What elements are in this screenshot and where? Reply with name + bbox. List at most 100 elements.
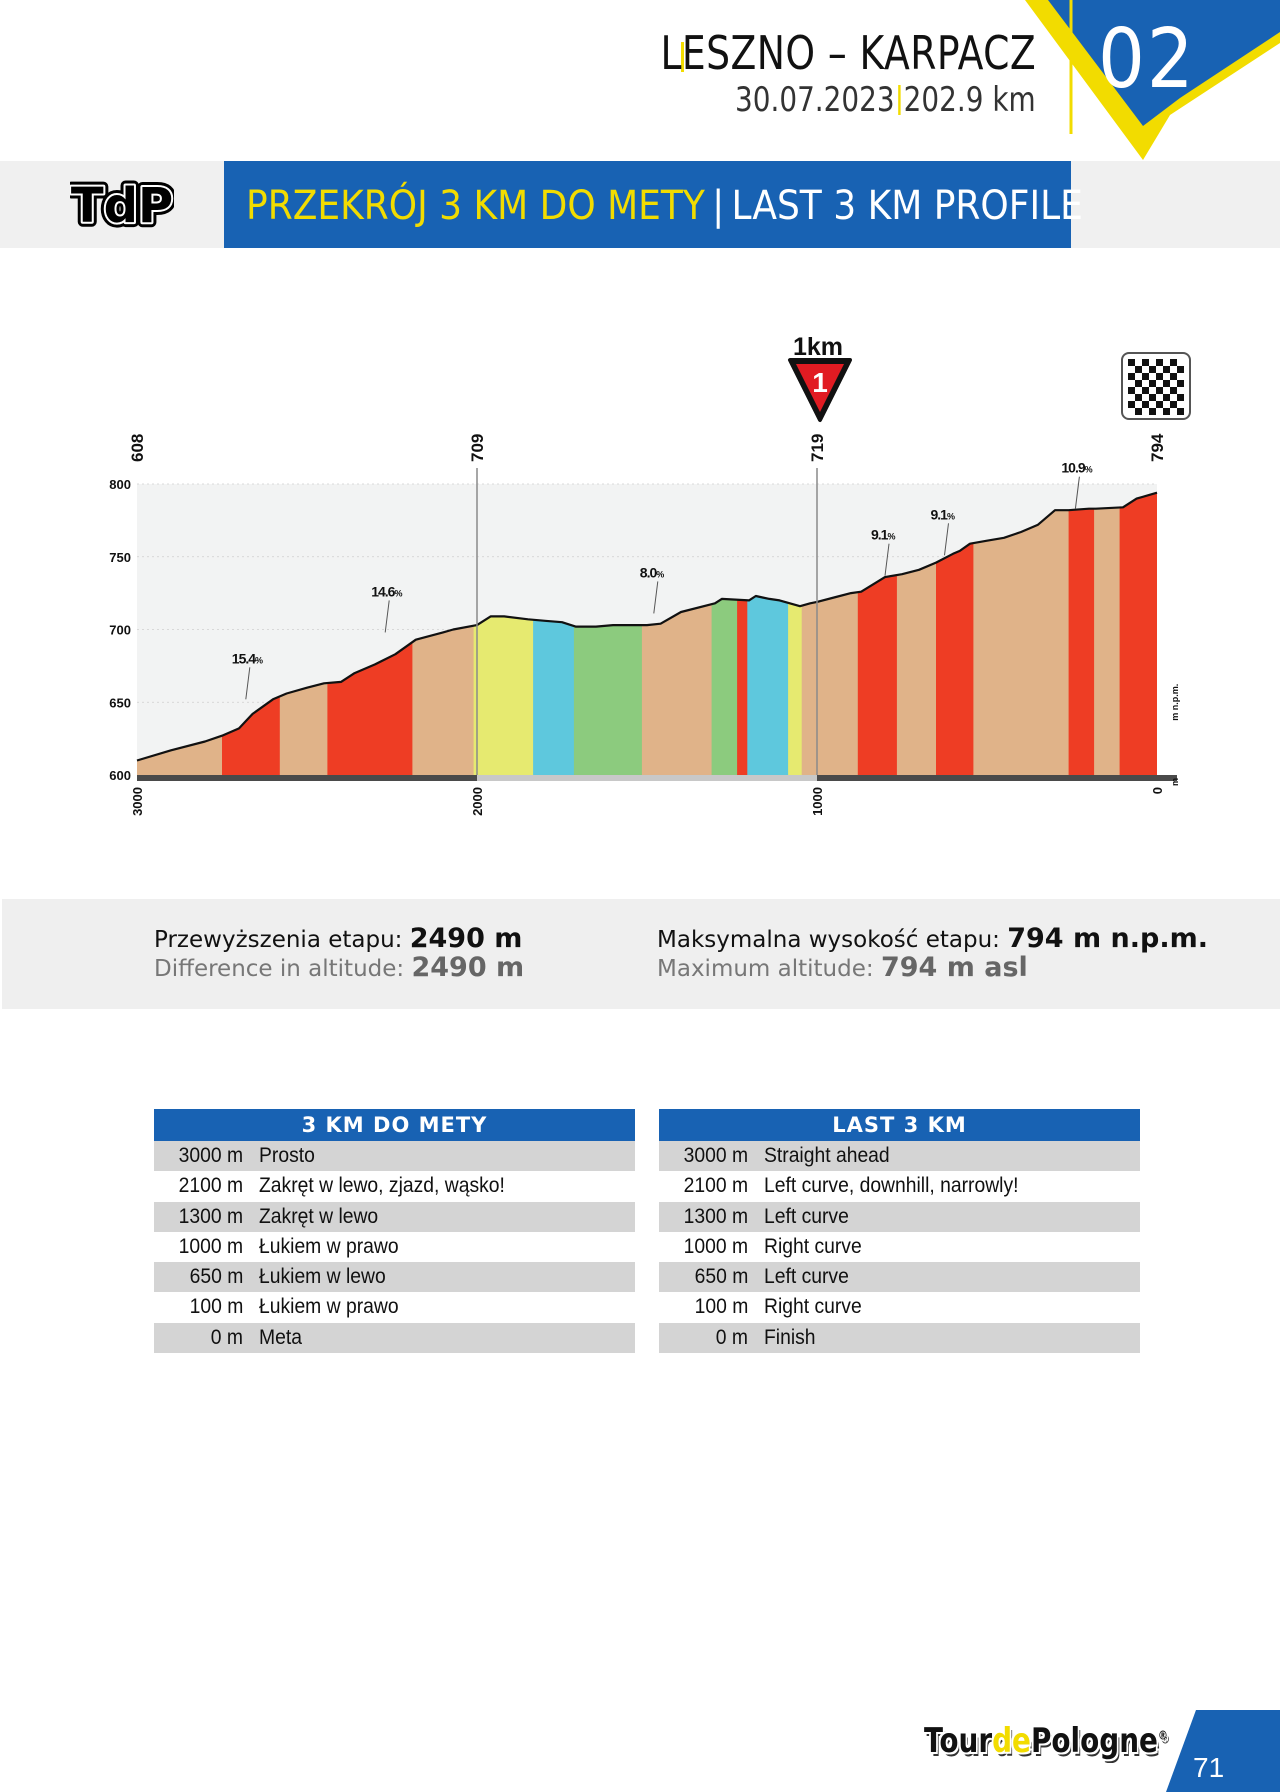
table-pl: 3 KM DO METY 3000 m Prosto 2100 m Zakręt w … [154,1109,635,1354]
row-distance: 0 m [208,1323,243,1353]
finish-flag-square [1142,373,1149,380]
row-description: Meta [259,1323,306,1353]
finish-flag-square [1156,387,1163,394]
altitude-difference-pl: Przewyższenia etapu: 2490 m [154,923,522,954]
point-altitude-label: 719 [808,434,827,462]
gradient-label: 10.9% [1061,460,1092,476]
finish-flag-icon [1121,352,1191,420]
title-en: LAST 3 KM PROFILE [731,183,1083,229]
title-separator: | [712,183,725,229]
row-distance: 650 m [690,1262,748,1292]
finish-flag-square [1142,401,1149,408]
x-tick-label: 1000 [810,787,825,816]
max-altitude-en: Maximum altitude: 794 m asl [657,952,1028,983]
finish-flag-square [1142,359,1149,366]
row-distance-text: 650 m [694,1265,748,1289]
x-tick-label: 2000 [470,787,485,816]
baseline-highlight [477,775,817,781]
finish-flag-square [1177,380,1184,387]
row-description: Left curve [764,1202,856,1232]
row-distance-text: 1000 m [178,1234,243,1258]
stage-number: 02 [1098,12,1196,107]
row-distance-text: 0 m [715,1325,748,1349]
table-row: 1000 m Łukiem w prawo [154,1232,635,1262]
table-row: 650 m Left curve [659,1262,1140,1293]
page-title: PRZEKRÓJ 3 KM DO METY | LAST 3 KM PROFILE [246,183,1083,229]
stage-route: LESZNO – KARPACZ [660,26,1036,80]
logo-pologne: Pologne [1030,1721,1158,1761]
altitude-difference-en: Difference in altitude: 2490 m [154,952,524,983]
finish-flag-square [1142,387,1149,394]
row-description-text: Straight ahead [764,1144,890,1167]
finish-flag-square [1128,373,1135,380]
route-accent-bar [681,42,684,72]
grade-segment-red [1068,492,1095,775]
gradient-leader-line [245,667,251,700]
finish-flag-square [1177,366,1184,373]
finish-flag-square [1128,401,1135,408]
logo-de: de [992,1721,1031,1761]
row-description-text: Łukiem w prawo [259,1234,399,1258]
table-row: 1300 m Left curve [659,1201,1140,1232]
summary-band [2,899,1280,1009]
page-number: 71 [1193,1752,1225,1783]
grade-segment-red [737,492,748,775]
table-pl-header: 3 KM DO METY [154,1109,635,1141]
row-description-text: Left curve [764,1265,849,1289]
x-axis-unit-label: m [1170,778,1180,786]
finish-flag-square [1177,394,1184,401]
row-distance: 100 m [185,1292,243,1322]
row-distance-text: 650 m [189,1265,243,1289]
row-description-text: Left curve [764,1204,849,1228]
point-altitude-label: 709 [468,434,487,462]
y-axis-unit-label: m n.p.m. [1170,684,1180,721]
row-distance-text: 3000 m [178,1144,243,1167]
finish-flag-square [1163,366,1170,373]
stage-meta: 30.07.2023 202.9 km [735,80,1036,120]
row-distance: 1000 m [678,1232,748,1262]
table-en-header: LAST 3 KM [659,1109,1140,1141]
title-pl: PRZEKRÓJ 3 KM DO METY [246,183,705,229]
tour-de-pologne-logo: TourdePologne® [924,1721,1168,1761]
row-distance: 650 m [185,1262,243,1292]
tdp-logo: TdP TdP TdP [70,173,174,238]
gradient-unit: % [656,569,664,579]
grade-segment-tan [1094,492,1121,775]
table-row: 0 m Finish [659,1322,1140,1354]
row-description: Finish [764,1323,820,1353]
row-description-text: Łukiem w lewo [259,1265,386,1289]
row-distance-text: 100 m [189,1295,243,1319]
table-row: 100 m Łukiem w prawo [154,1292,635,1322]
row-distance-text: 1300 m [178,1204,243,1228]
gradient-leader-line [884,543,890,576]
finish-flag-square [1149,366,1156,373]
logo-registered-mark: ® [1157,1728,1168,1743]
gradient-unit: % [255,655,263,665]
row-description: Straight ahead [764,1141,901,1171]
one-km-number: 1 [812,367,828,398]
row-description-text: Right curve [764,1234,862,1258]
row-distance: 3000 m [173,1141,243,1171]
header-decoration [1025,0,1280,160]
footer-decoration [1166,1710,1280,1792]
finish-flag-square [1156,401,1163,408]
y-tick-label: 700 [109,623,131,638]
gradient-leader-line [944,523,949,556]
row-description: Right curve [764,1292,870,1322]
finish-flag-square [1149,380,1156,387]
finish-flag-square [1177,408,1184,415]
max-altitude-label-en: Maximum altitude: [657,956,881,982]
y-tick-label: 600 [109,768,131,783]
row-distance: 1300 m [678,1202,748,1232]
row-distance: 100 m [690,1292,748,1322]
finish-flag-square [1149,408,1156,415]
row-description: Łukiem w lewo [259,1262,397,1292]
one-km-triangle [796,364,844,412]
x-tick-label: 3000 [130,787,145,816]
tdp-logo-outline: TdP [71,178,173,234]
logo-tour: Tour [924,1721,993,1761]
tdp-logo-text: TdP [71,178,173,234]
finish-flag-square [1156,359,1163,366]
row-description: Łukiem w prawo [259,1232,411,1262]
table-row: 0 m Meta [154,1322,635,1354]
